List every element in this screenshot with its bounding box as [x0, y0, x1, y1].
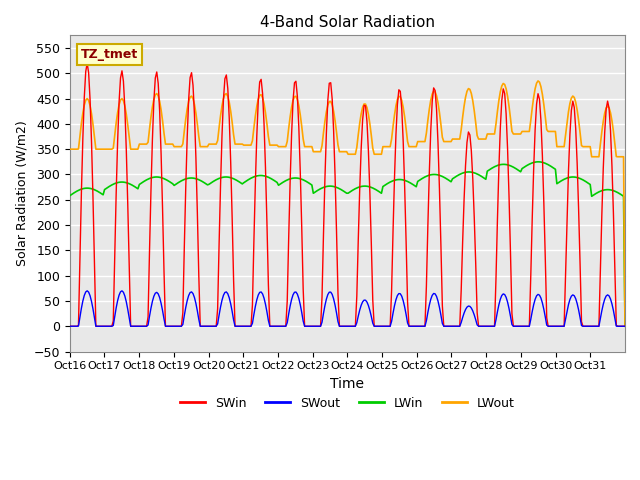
- Title: 4-Band Solar Radiation: 4-Band Solar Radiation: [260, 15, 435, 30]
- X-axis label: Time: Time: [330, 377, 364, 391]
- Legend: SWin, SWout, LWin, LWout: SWin, SWout, LWin, LWout: [175, 392, 520, 415]
- Y-axis label: Solar Radiation (W/m2): Solar Radiation (W/m2): [15, 120, 28, 266]
- Text: TZ_tmet: TZ_tmet: [81, 48, 138, 61]
